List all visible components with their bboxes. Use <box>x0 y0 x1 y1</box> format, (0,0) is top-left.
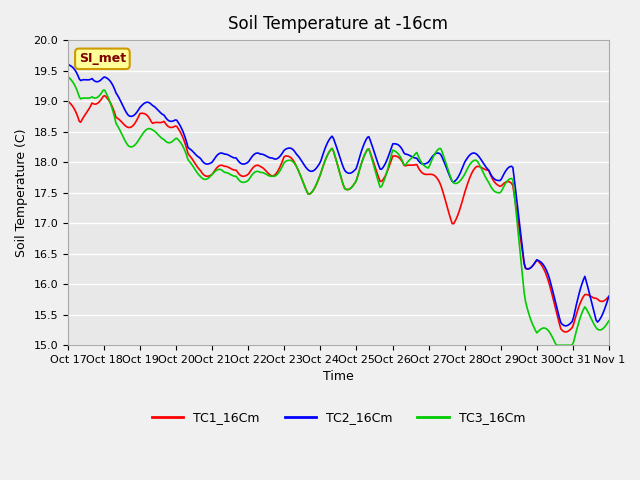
Legend: TC1_16Cm, TC2_16Cm, TC3_16Cm: TC1_16Cm, TC2_16Cm, TC3_16Cm <box>147 407 530 430</box>
TC2_16Cm <box>99 75 107 81</box>
TC1_16Cm <box>83 110 90 116</box>
TC1_16Cm <box>561 329 569 335</box>
X-axis label: Time: Time <box>323 371 354 384</box>
Line: TC1_16Cm: TC1_16Cm <box>68 96 609 332</box>
TC2_16Cm <box>342 169 350 175</box>
TC2_16Cm <box>605 294 612 300</box>
TC2_16Cm <box>83 77 90 83</box>
TC3_16Cm <box>602 322 610 328</box>
TC3_16Cm <box>83 95 90 101</box>
Line: TC2_16Cm: TC2_16Cm <box>68 64 609 326</box>
TC2_16Cm <box>561 323 569 329</box>
TC2_16Cm <box>530 261 538 267</box>
TC3_16Cm <box>530 324 538 330</box>
TC1_16Cm <box>344 187 351 192</box>
TC1_16Cm <box>605 294 612 300</box>
TC1_16Cm <box>532 259 540 265</box>
TC2_16Cm <box>602 302 610 308</box>
Title: Soil Temperature at -16cm: Soil Temperature at -16cm <box>228 15 449 33</box>
TC1_16Cm <box>64 98 72 104</box>
TC3_16Cm <box>553 342 561 348</box>
TC3_16Cm <box>342 187 350 192</box>
TC2_16Cm <box>64 61 72 67</box>
TC3_16Cm <box>99 87 107 93</box>
TC1_16Cm <box>99 93 107 99</box>
TC2_16Cm <box>450 179 458 185</box>
Y-axis label: Soil Temperature (C): Soil Temperature (C) <box>15 129 28 257</box>
Line: TC3_16Cm: TC3_16Cm <box>68 77 609 345</box>
TC3_16Cm <box>605 318 612 324</box>
TC3_16Cm <box>64 74 72 80</box>
TC1_16Cm <box>101 93 109 98</box>
TC1_16Cm <box>604 295 611 301</box>
Text: SI_met: SI_met <box>79 52 126 65</box>
TC1_16Cm <box>451 218 459 224</box>
TC3_16Cm <box>450 180 458 186</box>
